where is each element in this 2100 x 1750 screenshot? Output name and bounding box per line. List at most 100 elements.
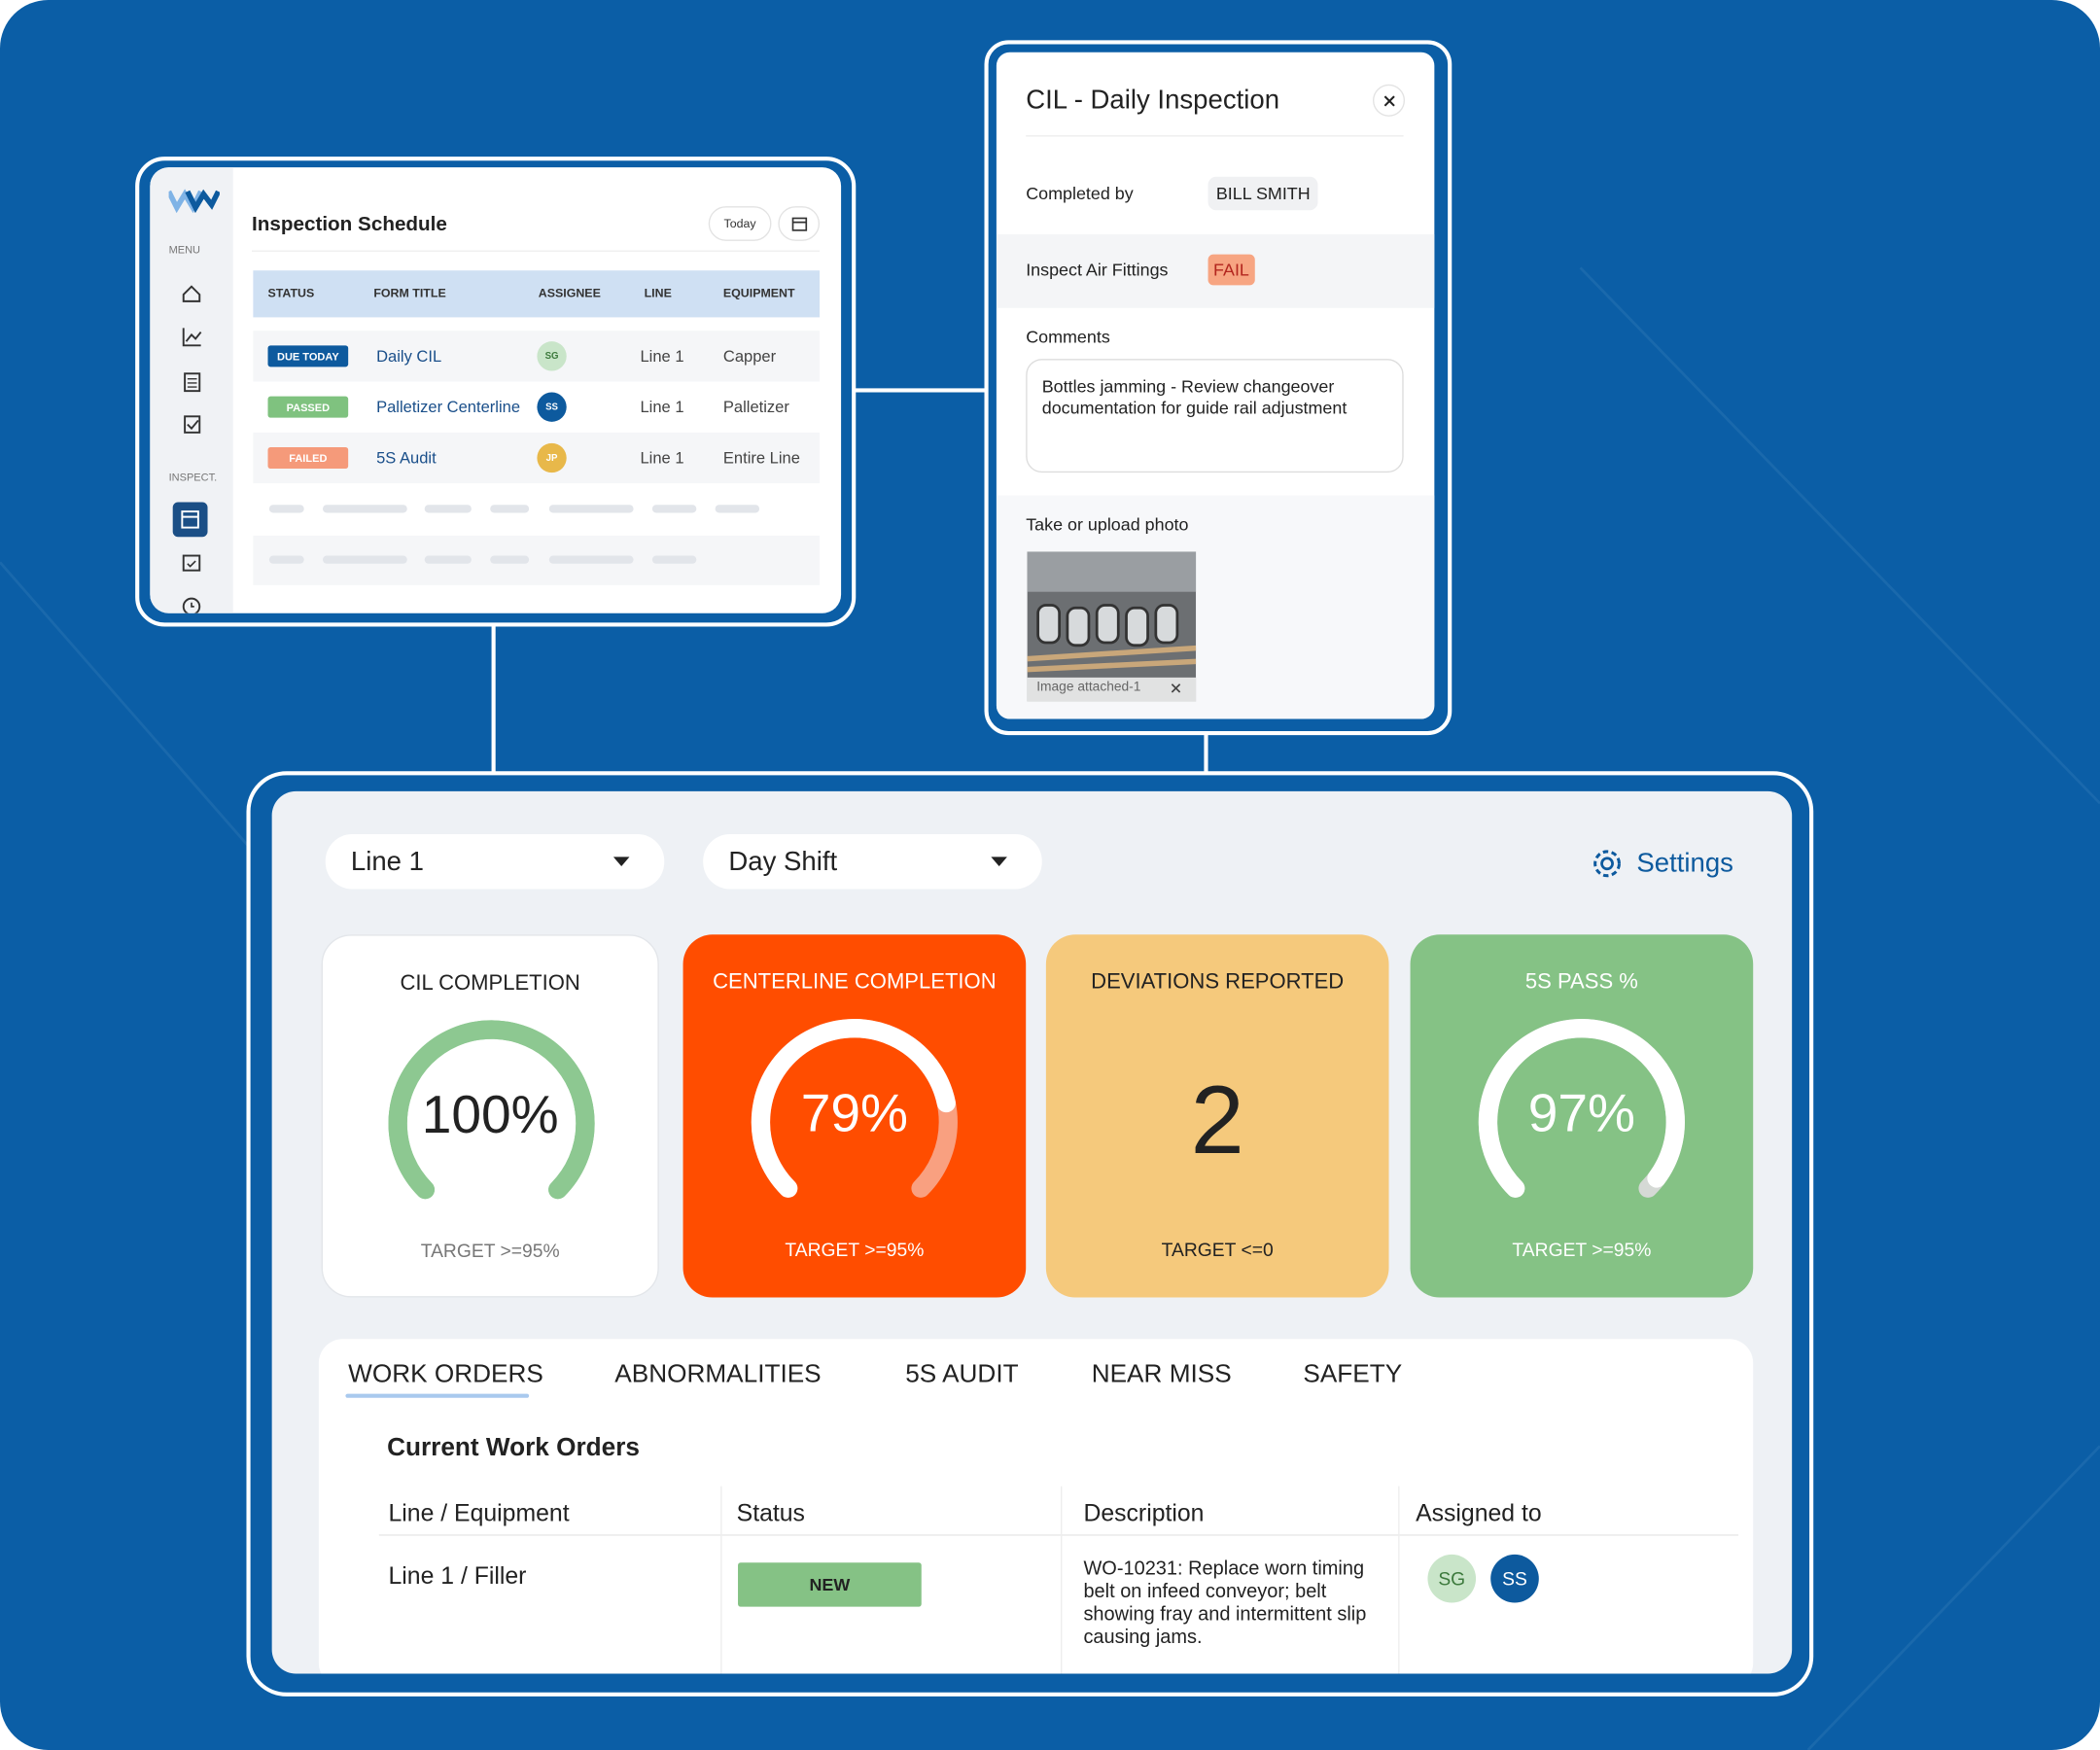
gauge (751, 1019, 958, 1198)
select-value: Day Shift (728, 847, 838, 878)
menu-icons (182, 554, 201, 613)
tab[interactable]: SAFETY (1303, 1360, 1403, 1389)
status-badge: DUE TODAY (267, 345, 349, 368)
connector (491, 625, 496, 773)
section-title: Current Work Orders (387, 1433, 640, 1462)
tab[interactable]: NEAR MISS (1091, 1360, 1232, 1389)
attachment-name: Image attached-1 (1036, 680, 1141, 695)
settings-label: Settings (1636, 849, 1733, 879)
kpi-value: 100% (421, 1085, 559, 1145)
line-equipment: Line 1 / Filler (388, 1562, 527, 1590)
shift-select[interactable]: Day Shift (703, 833, 1042, 890)
assignee-avatar: SG (1427, 1554, 1477, 1603)
menu-icons (182, 285, 202, 434)
gauge-value (388, 1020, 595, 1200)
work-orders-panel (318, 1339, 1754, 1674)
column-header: FORM TITLE (373, 286, 446, 300)
column-header: Description (1083, 1499, 1205, 1527)
connector (853, 388, 986, 393)
logo (168, 189, 220, 213)
field-label: Take or upload photo (1026, 513, 1189, 535)
column-header: Assigned to (1416, 1499, 1542, 1527)
connector (1204, 732, 1208, 773)
settings-button[interactable]: Settings (1589, 845, 1736, 883)
status-badge: FAILED (267, 446, 349, 470)
assignee-avatar: SS (1490, 1554, 1539, 1603)
field-label: Comments (1026, 327, 1110, 347)
form-title[interactable]: Palletizer Centerline (376, 398, 521, 417)
gauge (388, 1020, 595, 1200)
line-select[interactable]: Line 1 (325, 833, 665, 890)
kpi-target: TARGET <=0 (1161, 1238, 1274, 1260)
kpi-title: DEVIATIONS REPORTED (1091, 970, 1345, 994)
tab[interactable]: 5S AUDIT (905, 1360, 1019, 1389)
tab[interactable]: ABNORMALITIES (614, 1360, 822, 1389)
today-button[interactable]: Today (708, 206, 772, 241)
line-cell: Line 1 (640, 448, 684, 468)
kpi-target: TARGET >=95% (1512, 1238, 1652, 1260)
kpi-title: CIL COMPLETION (400, 971, 580, 996)
tab[interactable]: WORK ORDERS (348, 1360, 543, 1389)
status-badge: PASSED (267, 396, 349, 418)
field-label: Completed by (1026, 183, 1134, 204)
line-cell: Line 1 (640, 346, 684, 366)
kpi-target: TARGET >=95% (785, 1238, 925, 1260)
description: WO-10231: Replace worn timing belt on in… (1083, 1558, 1367, 1649)
active-nav[interactable] (172, 502, 208, 538)
column-header: Line / Equipment (388, 1499, 570, 1527)
inspection-panel: CIL - Daily Inspection Completed by BILL… (996, 52, 1435, 719)
kpi-card: CENTERLINE COMPLETION 79% TARGET >=95% (682, 934, 1027, 1298)
equipment-cell: Entire Line (722, 448, 800, 468)
assignee-avatar: SG (537, 341, 567, 371)
photo-thumbnail (1027, 551, 1197, 702)
kpi-value: 97% (1527, 1084, 1636, 1144)
divider (251, 250, 821, 252)
divider (720, 1486, 722, 1674)
inspect-label: INSPECT. (168, 471, 218, 484)
dashboard-panel: Line 1 Day Shift Settings Current Work O… (271, 790, 1793, 1674)
kpi-card: 5S PASS % 97% TARGET >=95% (1410, 934, 1754, 1298)
gauge (1478, 1019, 1685, 1198)
column-header: STATUS (267, 286, 315, 300)
line-cell: Line 1 (640, 398, 684, 417)
comments-box[interactable] (1026, 359, 1404, 473)
completed-by-chip: BILL SMITH (1208, 176, 1318, 211)
tab-underline (345, 1393, 530, 1398)
comments-text: Bottles jamming - Review changeover docu… (1041, 375, 1348, 418)
table-header (253, 270, 821, 318)
kpi-card: DEVIATIONS REPORTED 2 TARGET <=0 (1045, 934, 1389, 1298)
equipment-cell: Capper (722, 346, 777, 366)
divider (1061, 1486, 1063, 1674)
close-button[interactable] (1372, 84, 1406, 117)
calendar-button[interactable] (778, 206, 821, 241)
column-header: Status (736, 1499, 805, 1527)
menu-label: MENU (168, 243, 201, 257)
inspection-title: CIL - Daily Inspection (1026, 86, 1280, 116)
divider (1026, 135, 1404, 137)
kpi-value: 79% (800, 1084, 909, 1144)
kpi-card: CIL COMPLETION 100% TARGET >=95% (321, 934, 659, 1298)
divider (378, 1534, 1739, 1536)
status-badge: NEW (738, 1562, 922, 1607)
equipment-cell: Palletizer (722, 398, 789, 417)
result-chip: FAIL (1208, 254, 1255, 286)
form-title[interactable]: 5S Audit (376, 448, 437, 468)
kpi-title: CENTERLINE COMPLETION (713, 970, 997, 994)
select-value: Line 1 (350, 847, 424, 878)
gauge-value (751, 1019, 956, 1198)
kpi-value: 2 (1190, 1067, 1244, 1174)
kpi-target: TARGET >=95% (420, 1240, 560, 1262)
column-header: EQUIPMENT (722, 286, 795, 300)
placeholder-rows (268, 505, 760, 564)
schedule-panel: MENU INSPECT. Inspection Schedule Today (150, 167, 842, 613)
column-header: ASSIGNEE (538, 286, 601, 300)
schedule-title: Inspection Schedule (251, 212, 447, 236)
assignee-avatar: JP (537, 442, 567, 473)
assignee-avatar: SS (537, 392, 567, 422)
divider (1398, 1486, 1400, 1674)
kpi-title: 5S PASS % (1524, 970, 1638, 994)
form-title[interactable]: Daily CIL (376, 346, 442, 366)
gauge-value (1478, 1019, 1685, 1198)
